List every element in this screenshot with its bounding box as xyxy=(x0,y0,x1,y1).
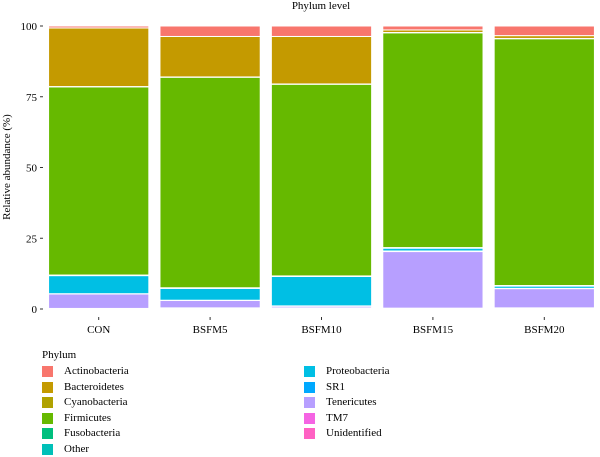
bar-segment xyxy=(160,77,260,288)
legend-label: Fusobacteria xyxy=(64,426,120,441)
bar-segment xyxy=(160,36,260,76)
bar-segment xyxy=(494,289,594,308)
legend-label: Other xyxy=(64,442,89,457)
bar-segment xyxy=(49,294,149,308)
legend-swatch xyxy=(304,397,315,408)
bar-segment xyxy=(160,26,260,36)
bar-segment xyxy=(160,288,260,300)
y-axis: 0 25 50 75 100 xyxy=(21,21,44,316)
x-tick-label: BSFM10 xyxy=(301,324,342,336)
legend-label: Actinobacteria xyxy=(64,364,129,379)
bar-segment xyxy=(271,36,371,83)
y-tick-label: 75 xyxy=(26,92,38,104)
y-tick-label: 25 xyxy=(26,233,38,245)
bar-segment xyxy=(49,276,149,294)
y-tick-label: 0 xyxy=(32,304,38,316)
legend-swatch xyxy=(304,382,315,393)
legend-label: TM7 xyxy=(326,411,348,426)
legend-label: Tenericutes xyxy=(326,395,377,410)
legend-swatch xyxy=(42,366,53,377)
bar-segment xyxy=(383,252,483,309)
bar-segment xyxy=(49,87,149,275)
y-axis-title: Relative abundance (%) xyxy=(1,114,13,220)
bar-segment xyxy=(383,33,483,248)
legend-swatch xyxy=(304,366,315,377)
bars-group xyxy=(49,26,595,309)
legend-label: Unidentified xyxy=(326,426,382,441)
bar-segment xyxy=(49,26,149,28)
y-tick-label: 50 xyxy=(26,163,38,175)
legend-label: Firmicutes xyxy=(64,411,111,426)
x-tick-label: CON xyxy=(87,324,110,336)
bar-segment xyxy=(383,26,483,30)
bar-segment xyxy=(160,301,260,308)
bar-segment xyxy=(49,28,149,87)
legend-swatch xyxy=(42,413,53,424)
bar-segment xyxy=(271,276,371,305)
x-tick-label: BSFM20 xyxy=(524,324,565,336)
legend-label: Bacteroidetes xyxy=(64,380,124,395)
legend-swatch xyxy=(42,382,53,393)
legend-swatch xyxy=(42,444,53,455)
legend-title: Phylum xyxy=(42,349,76,361)
x-axis: CON BSFM5 BSFM10 BSFM15 BSFM20 xyxy=(87,317,565,336)
bar-segment xyxy=(494,26,594,36)
bar-segment xyxy=(271,84,371,276)
x-tick-label: BSFM15 xyxy=(413,324,454,336)
x-tick-label: BSFM5 xyxy=(193,324,228,336)
legend-swatch xyxy=(304,413,315,424)
chart-title: Phylum level xyxy=(292,0,350,12)
legend-label: Cyanobacteria xyxy=(64,395,128,410)
legend-label: SR1 xyxy=(326,380,345,395)
legend-swatch xyxy=(42,397,53,408)
y-tick-label: 100 xyxy=(21,21,38,33)
legend-label: Proteobacteria xyxy=(326,364,390,379)
legend-swatch xyxy=(304,428,315,439)
bar-segment xyxy=(494,39,594,286)
bar-segment xyxy=(271,26,371,36)
legend-swatch xyxy=(42,428,53,439)
